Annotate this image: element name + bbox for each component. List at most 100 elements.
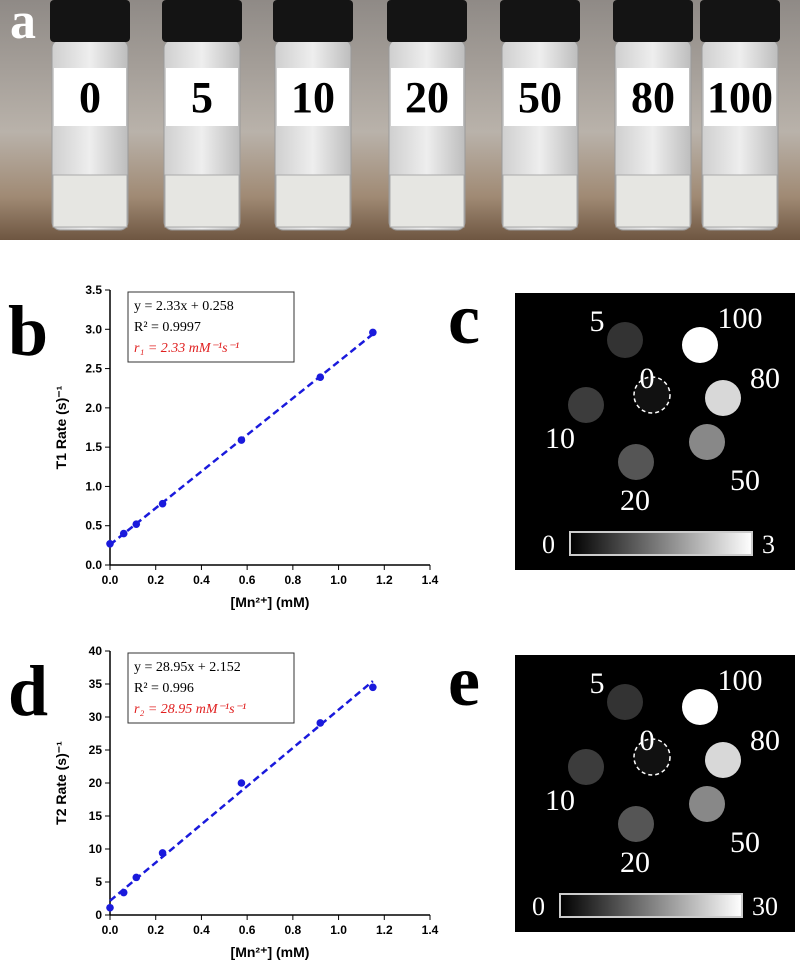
y-tick-label: 3.5 xyxy=(85,283,102,297)
phantom-spot xyxy=(682,327,718,363)
colorbar-min: 0 xyxy=(542,530,555,559)
spot-label: 0 xyxy=(640,362,655,395)
mri-image xyxy=(515,293,795,570)
phantom-spot xyxy=(689,424,725,460)
y-tick-label: 35 xyxy=(89,677,103,691)
phantom-spot xyxy=(682,689,718,725)
phantom-spot xyxy=(568,387,604,423)
fit-line xyxy=(109,680,374,902)
vials: 0 5 10 20 50 80 100 xyxy=(50,0,780,231)
colorbar-max: 30 xyxy=(752,892,778,921)
panel-label: b xyxy=(8,291,48,371)
colorbar xyxy=(559,893,743,918)
vial-cap xyxy=(500,0,580,42)
phantom-spot xyxy=(705,380,741,416)
vial-label: 5 xyxy=(191,73,213,122)
panel-label: a xyxy=(10,0,36,50)
annotation-text: y = 28.95x + 2.152 xyxy=(134,660,241,675)
vial-label: 0 xyxy=(79,73,101,122)
y-tick-label: 3.0 xyxy=(85,322,102,336)
vial-label: 100 xyxy=(707,73,773,122)
annotation-text: R² = 0.9997 xyxy=(134,320,201,335)
vial-liquid xyxy=(502,174,578,228)
y-tick-label: 10 xyxy=(89,842,103,856)
spot-label: 50 xyxy=(730,826,760,859)
y-tick-label: 0.5 xyxy=(85,519,102,533)
y-tick-label: 30 xyxy=(89,710,103,724)
x-tick-label: 0.4 xyxy=(193,923,210,937)
y-axis-label: T1 Rate (s)⁻¹ xyxy=(53,385,69,469)
phantom-spot xyxy=(607,684,643,720)
spot-label: 20 xyxy=(620,846,650,879)
vial-liquid xyxy=(702,174,778,228)
x-tick-label: 1.4 xyxy=(422,573,439,587)
data-point xyxy=(106,903,114,912)
x-tick-label: 0.8 xyxy=(285,573,302,587)
y-tick-label: 1.5 xyxy=(85,440,102,454)
spot-label: 5 xyxy=(590,305,605,338)
colorbar-min: 0 xyxy=(532,892,545,921)
data-point xyxy=(369,683,377,692)
spot-label: 50 xyxy=(730,464,760,497)
annotation-text: r₂ = 28.95 mM⁻¹s⁻¹ xyxy=(134,702,246,717)
spot-label: 10 xyxy=(545,784,575,817)
x-tick-label: 0.8 xyxy=(285,923,302,937)
x-tick-label: 0.6 xyxy=(239,923,256,937)
vial-label: 50 xyxy=(518,73,562,122)
phantom-spot xyxy=(618,444,654,480)
phantom-spot xyxy=(689,786,725,822)
vial-label-box xyxy=(166,68,238,126)
y-tick-label: 0 xyxy=(95,908,102,922)
x-tick-label: 0.2 xyxy=(147,923,164,937)
vial-cap xyxy=(273,0,353,42)
y-tick-label: 15 xyxy=(89,809,103,823)
x-tick-label: 1.2 xyxy=(376,923,393,937)
spot-label: 0 xyxy=(640,724,655,757)
x-tick-label: 0.2 xyxy=(147,573,164,587)
vial-label-box xyxy=(504,68,576,126)
annotation-text: r₁ = 2.33 mM⁻¹s⁻¹ xyxy=(134,341,239,356)
spot-label: 100 xyxy=(718,664,763,697)
y-tick-label: 1.0 xyxy=(85,479,102,493)
phantom-spot xyxy=(618,806,654,842)
spot-label: 80 xyxy=(750,362,780,395)
phantom-spot xyxy=(633,376,671,414)
y-tick-label: 20 xyxy=(89,776,103,790)
panel-label: d xyxy=(8,651,48,731)
vial-cap xyxy=(387,0,467,42)
vial-label-box xyxy=(704,68,776,126)
annotation-box xyxy=(127,291,295,363)
phantom-spot xyxy=(607,322,643,358)
x-tick-label: 0.4 xyxy=(193,573,210,587)
colorbar xyxy=(569,531,753,556)
vial-liquid xyxy=(615,174,691,228)
data-point xyxy=(237,779,246,787)
vial-label: 80 xyxy=(631,73,675,122)
x-tick-label: 0.6 xyxy=(239,573,256,587)
vial-label-box xyxy=(617,68,689,126)
vial-cap xyxy=(613,0,693,42)
annotation-box xyxy=(127,652,295,724)
phantom-spot xyxy=(705,742,741,778)
spot-label: 100 xyxy=(718,302,763,335)
mri-image xyxy=(515,655,795,932)
x-axis-label: [Mn²⁺] (mM) xyxy=(231,944,310,960)
vial-label: 10 xyxy=(291,73,335,122)
x-tick-label: 1.2 xyxy=(376,573,393,587)
vial-label: 20 xyxy=(405,73,449,122)
annotation-text: R² = 0.996 xyxy=(134,681,194,696)
spot-label: 80 xyxy=(750,724,780,757)
vial-liquid xyxy=(52,174,128,228)
spot-label: 5 xyxy=(590,667,605,700)
phantom-spot xyxy=(633,738,671,776)
y-tick-label: 25 xyxy=(89,743,103,757)
x-tick-label: 1.0 xyxy=(330,923,347,937)
y-tick-label: 40 xyxy=(89,644,103,658)
x-axis-label: [Mn²⁺] (mM) xyxy=(231,594,310,610)
vial-label-box xyxy=(391,68,463,126)
spot-label: 20 xyxy=(620,484,650,517)
y-tick-label: 0.0 xyxy=(85,558,102,572)
fit-line xyxy=(109,333,374,546)
panel-label: c xyxy=(448,279,480,359)
